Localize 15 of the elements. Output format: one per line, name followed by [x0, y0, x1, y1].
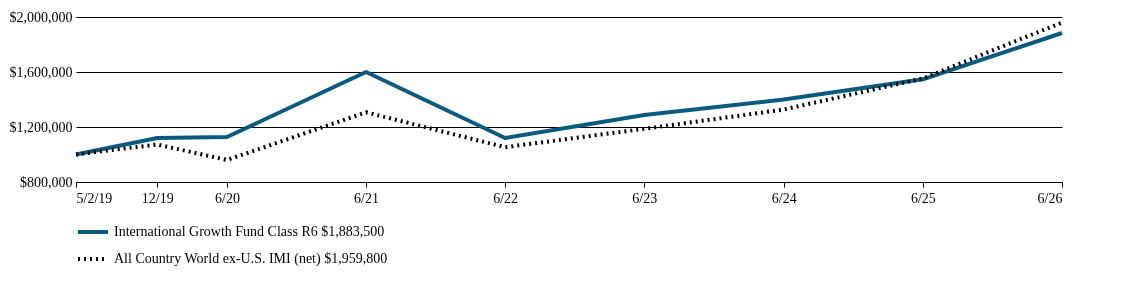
x-tick-label: 6/21 [354, 190, 379, 206]
x-tick-label: 5/2/19 [76, 190, 113, 206]
x-tick-label: 6/24 [771, 190, 797, 206]
legend-label: International Growth Fund Class R6 $1,883,500 [114, 224, 385, 239]
y-tick-label: $1,600,000 [9, 64, 73, 80]
x-tick-label: 6/20 [214, 190, 240, 206]
x-tick-label: 6/26 [1037, 190, 1063, 206]
x-tick-label: 6/25 [910, 190, 936, 206]
legend-label: All Country World ex-U.S. IMI (net) $1,959,800 [114, 251, 388, 267]
x-tick-label: 6/22 [493, 190, 519, 206]
x-tick-label: 6/23 [632, 190, 658, 206]
x-tick-label: 12/19 [141, 190, 174, 206]
y-tick-label: $2,000,000 [9, 9, 73, 25]
y-tick-label: $1,200,000 [9, 119, 73, 135]
y-tick-label: $800,000 [20, 174, 73, 190]
